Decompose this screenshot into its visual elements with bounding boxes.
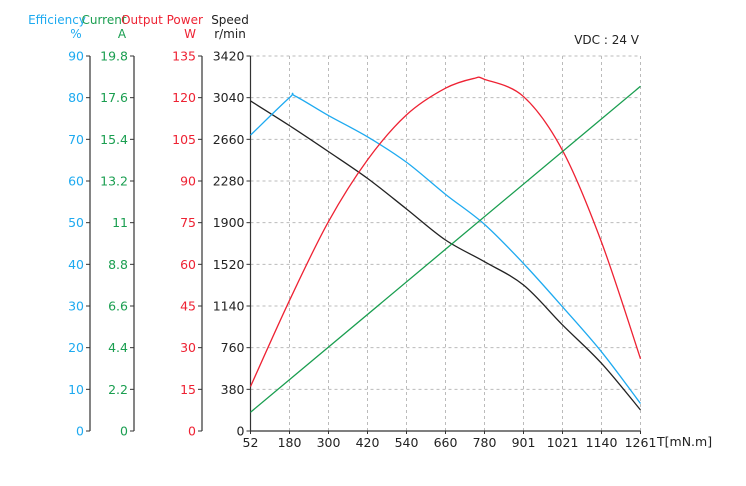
- y-tick-label: 15: [180, 382, 196, 397]
- y-tick-label: 30: [180, 340, 196, 355]
- y-tick-label: 1900: [213, 215, 245, 230]
- y-tick-label: 75: [180, 215, 196, 230]
- y-tick-label: 8.8: [108, 257, 128, 272]
- y-tick-label: 80: [68, 90, 84, 105]
- x-tick-label: 300: [317, 435, 341, 450]
- x-axis: 52 180 300 420 540 660 780 901 1021 1140 1261: [243, 430, 657, 450]
- y-axis-efficiency: Efficiency% 0 10 20 30 40 50 60 70 80 90: [28, 13, 91, 439]
- y-axis-title: Output Power: [121, 13, 203, 27]
- y-tick-label: 2660: [213, 132, 245, 147]
- x-tick-label: 660: [434, 435, 458, 450]
- y-tick-label: 6.6: [108, 299, 128, 314]
- y-axis-unit: %: [70, 27, 81, 41]
- x-tick-label: 540: [395, 435, 419, 450]
- y-axis-unit: W: [184, 27, 196, 41]
- y-tick-label: 380: [221, 382, 245, 397]
- y-tick-label: 19.8: [100, 49, 128, 64]
- y-axis-unit: A: [118, 27, 127, 41]
- x-tick-label: 1261: [625, 435, 657, 450]
- x-tick-label: 780: [473, 435, 497, 450]
- y-axis-title: Efficiency: [28, 13, 86, 27]
- y-tick-label: 1140: [213, 299, 245, 314]
- y-tick-label: 135: [172, 49, 196, 64]
- y-tick-label: 3420: [213, 49, 245, 64]
- y-tick-label: 20: [68, 340, 84, 355]
- y-tick-label: 90: [68, 49, 84, 64]
- y-tick-label: 13.2: [100, 174, 128, 189]
- y-tick-label: 50: [68, 215, 84, 230]
- y-tick-label: 0: [120, 424, 128, 439]
- y-tick-label: 11: [112, 215, 128, 230]
- series-line-power: [249, 76, 642, 387]
- y-axes: Efficiency%0102030405060708090CurrentA02…: [28, 13, 252, 439]
- y-tick-label: 30: [68, 299, 84, 314]
- y-tick-label: 4.4: [108, 340, 128, 355]
- y-tick-label: 60: [180, 257, 196, 272]
- series-line-current: [250, 85, 641, 413]
- x-tick-label: 52: [243, 435, 259, 450]
- y-axis-title: Speed: [211, 13, 249, 27]
- y-tick-label: 15.4: [100, 132, 128, 147]
- y-tick-label: 1520: [213, 257, 245, 272]
- y-tick-label: 60: [68, 174, 84, 189]
- series-lines: [249, 76, 642, 413]
- y-tick-label: 760: [221, 340, 245, 355]
- y-tick-label: 45: [180, 299, 196, 314]
- y-tick-label: 3040: [213, 90, 245, 105]
- voltage-annotation: VDC : 24 V: [574, 33, 640, 47]
- y-tick-label: 0: [76, 424, 84, 439]
- x-tick-label: 901: [512, 435, 536, 450]
- y-axis-title: Current: [81, 13, 126, 27]
- series-line-speed: [250, 100, 641, 411]
- y-tick-label: 2280: [213, 174, 245, 189]
- y-tick-label: 40: [68, 257, 84, 272]
- x-tick-label: 420: [356, 435, 380, 450]
- y-tick-label: 0: [237, 424, 245, 439]
- x-tick-label: 1140: [586, 435, 618, 450]
- y-axis-unit: r/min: [214, 27, 246, 41]
- y-tick-label: 70: [68, 132, 84, 147]
- y-tick-label: 10: [68, 382, 84, 397]
- grid: [250, 55, 641, 431]
- y-tick-label: 105: [172, 132, 196, 147]
- x-tick-label: 1021: [547, 435, 579, 450]
- series-line-efficiency: [250, 92, 642, 404]
- y-tick-label: 120: [172, 90, 196, 105]
- y-tick-label: 90: [180, 174, 196, 189]
- y-tick-label: 2.2: [108, 382, 128, 397]
- y-tick-label: 17.6: [100, 90, 128, 105]
- x-tick-label: 180: [278, 435, 302, 450]
- y-tick-label: 0: [188, 424, 196, 439]
- x-axis-label: T[mN.m]: [656, 434, 712, 449]
